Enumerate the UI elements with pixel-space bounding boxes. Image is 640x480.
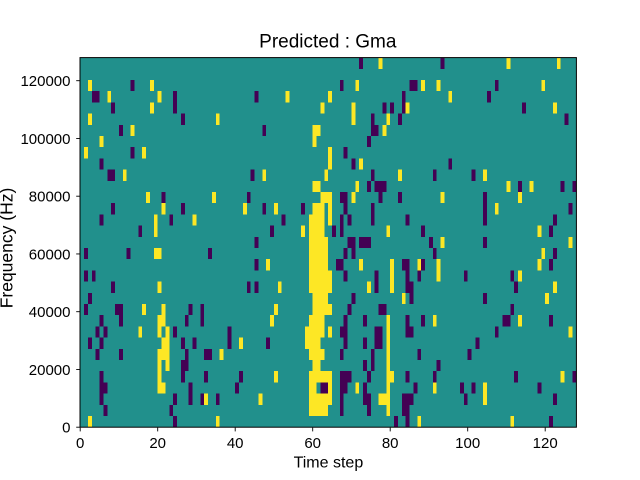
svg-text:0: 0 xyxy=(62,420,70,437)
svg-text:120: 120 xyxy=(533,435,558,452)
svg-text:0: 0 xyxy=(76,435,84,452)
svg-text:60000: 60000 xyxy=(29,246,71,263)
svg-text:80000: 80000 xyxy=(29,189,71,206)
svg-text:120000: 120000 xyxy=(20,73,70,90)
svg-text:40000: 40000 xyxy=(29,304,71,321)
svg-text:Predicted : Gma: Predicted : Gma xyxy=(259,31,397,52)
svg-text:20: 20 xyxy=(149,435,166,452)
svg-text:80: 80 xyxy=(382,435,399,452)
svg-text:Frequency (Hz): Frequency (Hz) xyxy=(0,188,17,309)
svg-text:20000: 20000 xyxy=(29,362,71,379)
svg-text:40: 40 xyxy=(227,435,244,452)
svg-text:Time step: Time step xyxy=(294,455,364,472)
svg-text:100: 100 xyxy=(455,435,480,452)
svg-text:100000: 100000 xyxy=(20,131,70,148)
svg-text:60: 60 xyxy=(304,435,321,452)
